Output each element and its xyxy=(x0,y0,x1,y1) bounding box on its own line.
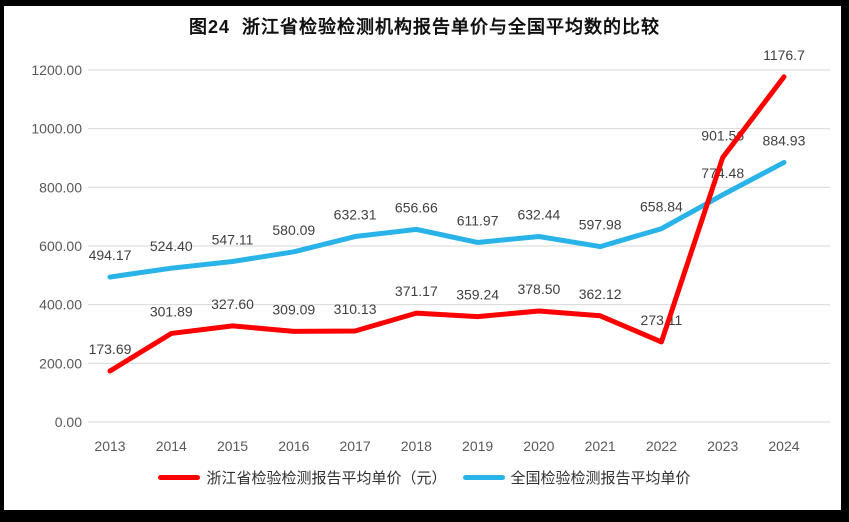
data-point-label-zhejiang: 362.12 xyxy=(579,286,622,302)
data-point-label-national: 656.66 xyxy=(395,199,438,215)
data-point-label-zhejiang: 310.13 xyxy=(334,301,377,317)
x-axis-tick-label: 2024 xyxy=(768,438,799,454)
legend-label-zhejiang: 浙江省检验检测报告平均单价（元） xyxy=(206,470,447,487)
red-line-swatch-icon xyxy=(158,475,201,480)
data-point-label-national: 774.48 xyxy=(701,165,744,181)
legend-item-national: 全国检验检测报告平均单价 xyxy=(462,467,691,488)
data-point-label-zhejiang: 173.69 xyxy=(89,341,132,357)
legend-label-national: 全国检验检测报告平均单价 xyxy=(510,470,691,487)
data-point-label-national: 524.40 xyxy=(150,238,193,254)
data-point-label-zhejiang: 301.89 xyxy=(150,303,193,319)
legend-item-zhejiang: 浙江省检验检测报告平均单价（元） xyxy=(158,467,447,488)
chart-legend: 浙江省检验检测报告平均单价（元） 全国检验检测报告平均单价 xyxy=(0,467,849,488)
data-point-label-zhejiang: 378.50 xyxy=(517,281,560,297)
data-point-label-national: 611.97 xyxy=(457,212,499,228)
y-axis-tick-label: 400.00 xyxy=(39,297,82,313)
data-point-label-zhejiang: 1176.7 xyxy=(763,47,805,63)
x-axis-tick-label: 2015 xyxy=(217,438,248,454)
x-axis-tick-label: 2017 xyxy=(340,438,371,454)
data-point-label-national: 597.98 xyxy=(579,217,622,233)
chart-canvas xyxy=(4,6,841,510)
y-axis-tick-label: 1000.00 xyxy=(31,121,82,137)
series-line-national xyxy=(107,159,787,280)
data-point-label-national: 658.84 xyxy=(640,199,683,215)
x-axis-tick-label: 2013 xyxy=(94,438,125,454)
x-axis-tick-label: 2018 xyxy=(401,438,432,454)
x-axis-tick-label: 2022 xyxy=(646,438,677,454)
y-axis-tick-label: 200.00 xyxy=(39,355,82,371)
blue-line-swatch-icon xyxy=(462,475,505,480)
data-point-label-zhejiang: 273.11 xyxy=(641,312,683,328)
x-axis-tick-label: 2016 xyxy=(278,438,309,454)
x-axis-tick-label: 2023 xyxy=(707,438,738,454)
data-point-label-zhejiang: 359.24 xyxy=(456,287,499,303)
data-point-label-zhejiang: 371.17 xyxy=(395,283,438,299)
data-point-label-zhejiang: 309.09 xyxy=(272,301,315,317)
x-axis-tick-label: 2020 xyxy=(523,438,554,454)
x-axis-tick-label: 2019 xyxy=(462,438,493,454)
data-point-label-national: 547.11 xyxy=(212,232,254,248)
x-axis-tick-label: 2021 xyxy=(585,438,616,454)
data-point-label-national: 494.17 xyxy=(89,247,132,263)
data-point-label-national: 884.93 xyxy=(763,132,806,148)
data-point-label-zhejiang: 327.60 xyxy=(211,296,254,312)
data-point-label-national: 580.09 xyxy=(272,222,315,238)
data-point-label-national: 632.31 xyxy=(334,207,377,223)
data-point-label-national: 632.44 xyxy=(517,206,560,222)
y-axis-tick-label: 1200.00 xyxy=(31,62,82,78)
y-axis-tick-label: 0.00 xyxy=(55,414,82,430)
y-axis-tick-label: 600.00 xyxy=(39,238,82,254)
y-axis-tick-label: 800.00 xyxy=(39,179,82,195)
chart-title: 图24 浙江省检验检测机构报告单价与全国平均数的比较 xyxy=(188,17,661,37)
x-axis-tick-label: 2014 xyxy=(156,438,187,454)
series-line-zhejiang xyxy=(107,74,787,374)
